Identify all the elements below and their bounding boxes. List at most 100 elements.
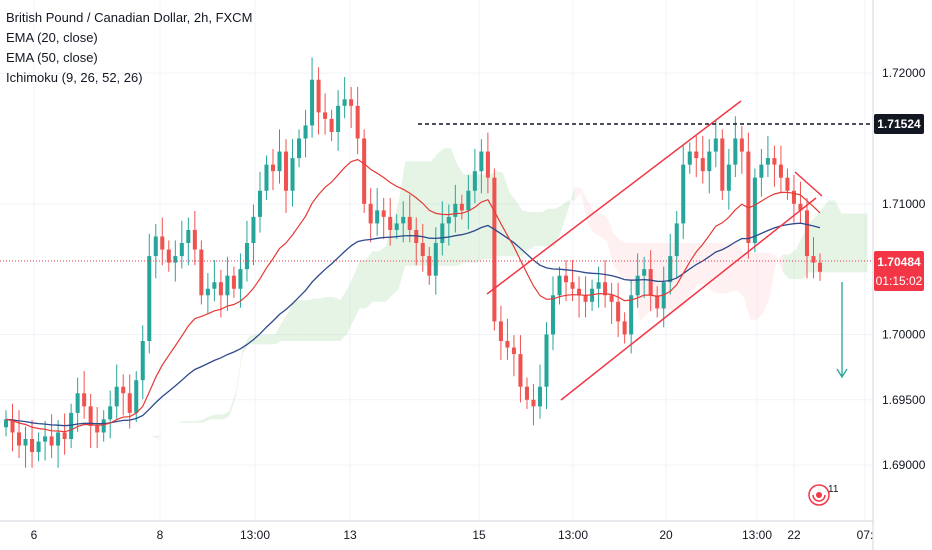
- events-count: 11: [828, 484, 839, 495]
- candle-body: [43, 436, 48, 442]
- candle-body: [257, 190, 262, 217]
- candle: [713, 119, 718, 168]
- candle-body: [700, 158, 705, 172]
- cloud-segment-bull: [118, 432, 126, 436]
- candle-body: [726, 164, 731, 191]
- cloud-segment-bull: [392, 202, 399, 296]
- channel-upper-line[interactable]: [486, 100, 742, 295]
- cloud-segment-bull: [515, 200, 523, 257]
- cloud-segment-bull: [554, 205, 562, 247]
- cloud-segment-bull: [274, 323, 282, 345]
- candle-body: [303, 125, 308, 139]
- candle: [466, 175, 471, 230]
- candle: [264, 155, 269, 200]
- drawings[interactable]: [418, 100, 872, 401]
- cloud-segment-bull: [333, 296, 341, 342]
- candle-body: [596, 282, 601, 289]
- candle: [147, 233, 152, 354]
- candle-body: [407, 216, 412, 230]
- candle-body: [368, 203, 373, 224]
- candle: [459, 194, 464, 220]
- cloud-segment-bear: [157, 432, 165, 439]
- resistance-price-tag: 1.71524: [874, 114, 924, 134]
- candle-body: [75, 393, 80, 413]
- candle-body: [511, 347, 516, 355]
- channel-lower-line[interactable]: [560, 197, 817, 401]
- x-tick-label: 6: [31, 528, 38, 542]
- cloud-segment-bear: [704, 243, 712, 291]
- cloud-segment-bull: [235, 349, 243, 397]
- cloud-segment-bull: [294, 300, 301, 342]
- cloud-segment-bull: [366, 251, 373, 309]
- indicator-ema20[interactable]: EMA (20, close): [6, 30, 98, 45]
- candle-body: [121, 386, 126, 394]
- candle: [82, 371, 87, 419]
- candle: [36, 432, 41, 462]
- cloud-segment-bull: [340, 290, 347, 342]
- candle-body: [759, 164, 764, 178]
- indicator-ichimoku[interactable]: Ichimoku (9, 26, 52, 26): [6, 70, 143, 85]
- time-axis[interactable]: 6 8 13:00 13 15 13:00 20 13:00 22 07:: [0, 520, 873, 542]
- cloud-segment-bull: [509, 192, 516, 257]
- cloud-segment-bull: [535, 211, 542, 247]
- cloud-segment-bull: [105, 425, 113, 433]
- candle: [544, 322, 549, 409]
- candle: [407, 194, 412, 243]
- candles-group: [3, 57, 823, 468]
- cloud-segment-bull: [561, 200, 568, 230]
- cloud-segment-bull: [359, 259, 367, 309]
- cloud-segment-bull: [528, 211, 536, 250]
- candle: [336, 90, 341, 151]
- candle-body: [375, 210, 380, 224]
- candle: [752, 168, 757, 253]
- candle: [238, 253, 243, 308]
- candle: [303, 109, 308, 158]
- candle: [798, 181, 803, 223]
- cloud-segment-bear: [613, 233, 621, 276]
- y-tick-label: 1.69500: [882, 393, 926, 407]
- candle: [479, 139, 484, 194]
- candle-body: [30, 438, 35, 453]
- cloud-segment-bear: [581, 187, 588, 224]
- channel-tip-line[interactable]: [794, 171, 823, 197]
- candle-body: [752, 177, 757, 244]
- candle: [733, 116, 738, 178]
- candle: [694, 135, 699, 178]
- events-badge[interactable]: 11: [808, 484, 839, 506]
- candle: [75, 377, 80, 432]
- cloud-segment-bear: [750, 252, 757, 320]
- candle: [56, 420, 61, 468]
- indicator-ema50[interactable]: EMA (50, close): [6, 50, 98, 65]
- down-arrow[interactable]: [836, 282, 848, 379]
- candle-body: [505, 341, 510, 348]
- ema20-line[interactable]: [5, 158, 821, 433]
- candle: [681, 145, 686, 240]
- candle-body: [557, 275, 562, 296]
- candle-body: [362, 138, 367, 204]
- cloud-segment-bull: [300, 300, 308, 342]
- candle: [329, 109, 334, 142]
- candle-body: [622, 321, 627, 335]
- candle: [290, 139, 295, 207]
- candle-body: [577, 288, 582, 296]
- candle: [531, 384, 536, 426]
- x-tick-label: 13:00: [742, 528, 772, 542]
- price-axis[interactable]: 1.72000 1.71000 1.70000 1.69500 1.69000: [872, 0, 926, 550]
- cloud-segment-bear: [620, 239, 627, 279]
- candle: [778, 145, 783, 194]
- candle-body: [218, 282, 223, 296]
- symbol-title[interactable]: British Pound / Canadian Dollar, 2h, FXC…: [6, 10, 253, 25]
- candle: [316, 67, 321, 135]
- candle: [603, 260, 608, 308]
- cloud-segment-bull: [320, 296, 328, 342]
- candle-body: [518, 354, 523, 387]
- cloud-segment-bull: [229, 391, 236, 417]
- ema50-line[interactable]: [5, 222, 821, 427]
- candle-body: [466, 190, 471, 211]
- x-tick-label: 15: [472, 528, 486, 542]
- cloud-segment-bear: [698, 243, 705, 284]
- cloud-segment-bear: [685, 243, 692, 306]
- chart-legend: British Pound / Canadian Dollar, 2h, FXC…: [6, 8, 252, 88]
